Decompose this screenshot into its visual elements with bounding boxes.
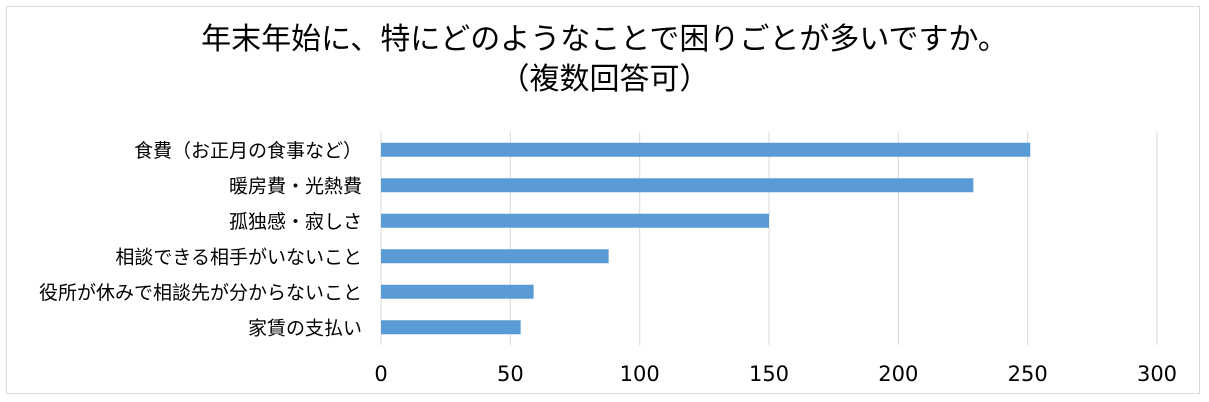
bar-1	[381, 178, 974, 193]
category-label: 食費（お正月の食事など）	[134, 140, 362, 162]
bar-4	[381, 284, 534, 299]
bar-5	[381, 320, 521, 335]
category-label: 家賃の支払い	[248, 317, 362, 339]
x-tick-label: 250	[1008, 362, 1048, 386]
gridlines	[380, 132, 1158, 345]
bar-3	[381, 249, 609, 264]
chart-title-line1: 年末年始に、特にどのようなことで困りごとが多いですか。	[201, 22, 1008, 57]
x-tick-label: 200	[878, 362, 918, 386]
x-tick-label: 100	[620, 362, 660, 386]
bar-2	[381, 213, 769, 228]
x-tick-labels: 0 50 100 150 200 250 300	[374, 362, 1177, 386]
x-tick-label: 300	[1137, 362, 1177, 386]
x-tick-label: 50	[497, 362, 524, 386]
bars	[381, 142, 1031, 335]
category-label: 相談できる相手がいないこと	[115, 246, 362, 268]
chart-frame	[6, 6, 1200, 394]
x-tick-label: 0	[374, 362, 387, 386]
bar-0	[381, 142, 1031, 157]
chart-title: 年末年始に、特にどのようなことで困りごとが多いですか。 （複数回答可）	[0, 20, 1209, 100]
x-tick-label: 150	[749, 362, 789, 386]
category-label: 孤独感・寂しさ	[229, 211, 362, 233]
category-label: 暖房費・光熱費	[229, 175, 362, 197]
chart-title-line2: （複数回答可）	[499, 62, 710, 97]
category-label: 役所が休みで相談先が分からないこと	[39, 282, 362, 304]
category-labels: 食費（お正月の食事など） 暖房費・光熱費孤独感・寂しさ相談できる相手がいないこと役…	[39, 140, 362, 340]
